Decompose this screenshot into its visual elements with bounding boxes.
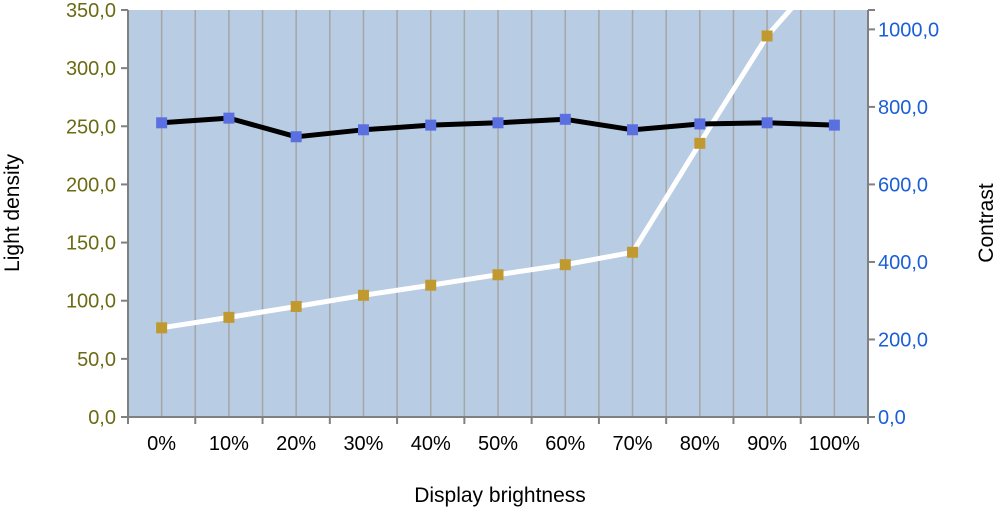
- series-2-point: [559, 259, 571, 271]
- series-1-point: [694, 118, 706, 130]
- x-tick-label: 0%: [147, 433, 176, 455]
- series-1-point: [357, 124, 369, 136]
- series-1-point: [828, 119, 840, 131]
- tick-labels: 0,0 50,0 100,0 150,0 200,0 250,0 300,0 350,0 0,0…: [66, 0, 939, 455]
- series-2-point: [694, 137, 706, 149]
- series-1-point: [425, 119, 437, 131]
- left-tick-label: 50,0: [77, 349, 116, 371]
- series-1-point: [290, 131, 302, 143]
- x-tick-label: 60%: [545, 433, 585, 455]
- series-2-point: [425, 279, 437, 291]
- left-tick-label: 0,0: [88, 407, 116, 429]
- series-2-point: [492, 269, 504, 281]
- right-tick-label: 0,0: [878, 407, 906, 429]
- series-2-point: [156, 322, 168, 334]
- series-layer: [156, 10, 840, 334]
- x-tick-label: 100%: [809, 433, 860, 455]
- grid: [127, 10, 869, 417]
- axes: [121, 9, 875, 424]
- left-tick-label: 250,0: [66, 116, 116, 138]
- right-axis-title: Contrast: [975, 183, 998, 263]
- series-2-point: [357, 289, 369, 301]
- x-axis-title: Display brightness: [414, 484, 586, 507]
- series-2-point: [627, 246, 639, 258]
- x-tick-label: 30%: [343, 433, 383, 455]
- x-tick-label: 40%: [411, 433, 451, 455]
- right-tick-label: 800,0: [878, 97, 928, 119]
- series-1-point: [627, 124, 639, 136]
- series-1-point: [156, 117, 168, 129]
- left-tick-label: 150,0: [66, 233, 116, 255]
- x-tick-label: 10%: [209, 433, 249, 455]
- x-tick-label: 70%: [613, 433, 653, 455]
- series-1-point: [761, 117, 773, 129]
- x-tick-label: 90%: [747, 433, 787, 455]
- x-tick-label: 80%: [680, 433, 720, 455]
- right-tick-label: 200,0: [878, 329, 928, 351]
- left-tick-label: 200,0: [66, 174, 116, 196]
- series-1-point: [492, 117, 504, 129]
- left-axis-title: Light density: [1, 154, 24, 272]
- left-tick-label: 300,0: [66, 58, 116, 80]
- right-tick-label: 1000,0: [878, 19, 939, 41]
- series-1-point: [223, 112, 235, 124]
- series-2-point: [223, 311, 235, 323]
- left-tick-label: 100,0: [66, 291, 116, 313]
- x-tick-label: 20%: [276, 433, 316, 455]
- right-tick-label: 400,0: [878, 252, 928, 274]
- x-tick-label: 50%: [478, 433, 518, 455]
- series-2-point: [290, 301, 302, 313]
- left-tick-label: 350,0: [66, 0, 116, 22]
- series-1-point: [559, 113, 571, 125]
- series-2-point: [761, 30, 773, 42]
- right-tick-label: 600,0: [878, 174, 928, 196]
